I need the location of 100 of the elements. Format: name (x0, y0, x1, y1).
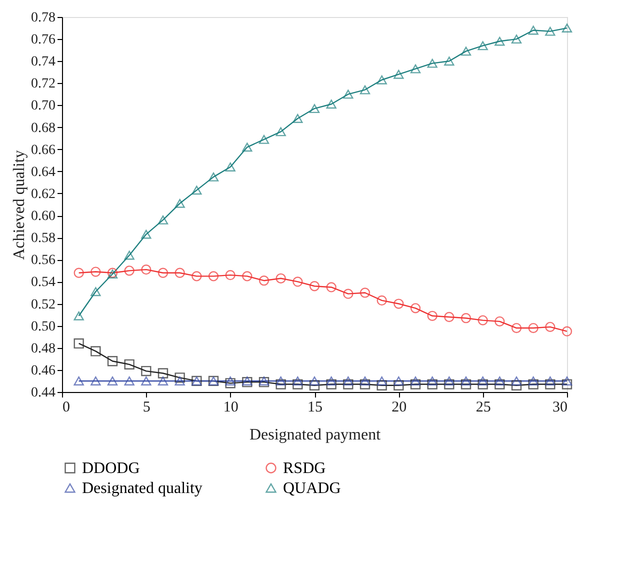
point (225, 378, 236, 388)
point (309, 376, 320, 386)
point (174, 198, 185, 208)
point (174, 372, 185, 383)
point (427, 379, 438, 390)
y-tick-label: 0.66 (31, 142, 56, 158)
point (74, 311, 84, 320)
point (292, 114, 303, 123)
point (494, 376, 505, 386)
point (460, 376, 472, 386)
point (360, 379, 370, 390)
point (343, 288, 354, 299)
point (276, 127, 286, 136)
point (74, 338, 84, 349)
point (242, 271, 252, 282)
point (360, 376, 370, 386)
point (478, 315, 488, 326)
point (158, 368, 168, 378)
point (124, 250, 134, 260)
point (225, 376, 236, 386)
point (124, 359, 134, 370)
y-tick-label: 0.70 (31, 98, 56, 114)
point (276, 376, 286, 386)
point (107, 356, 118, 366)
y-tick-label: 0.52 (31, 297, 56, 312)
legend-label: QUADG (283, 480, 342, 497)
point (394, 298, 404, 309)
point (360, 85, 370, 94)
point (376, 295, 387, 306)
point (208, 172, 219, 182)
point (562, 326, 572, 336)
point (410, 376, 421, 386)
x-tick-label: 20 (392, 400, 407, 416)
point (528, 322, 538, 334)
point (192, 186, 202, 195)
point (528, 379, 538, 390)
point (427, 58, 438, 68)
point (394, 380, 404, 390)
point (74, 268, 84, 278)
point (528, 26, 538, 35)
point (478, 379, 488, 390)
y-tick-label: 0.56 (31, 253, 56, 268)
x-tick-label: 30 (552, 400, 568, 416)
y-axis-title: Achieved quality (11, 150, 28, 260)
point (360, 288, 370, 298)
point (494, 36, 505, 46)
point (528, 376, 538, 386)
point (326, 379, 336, 390)
point (343, 376, 354, 386)
point (410, 379, 421, 390)
point (90, 266, 101, 277)
point (326, 100, 336, 109)
point (292, 379, 303, 390)
point (478, 41, 488, 50)
x-tick-label: 10 (223, 400, 238, 416)
point (545, 26, 556, 36)
point (292, 276, 303, 287)
y-tick-label: 0.64 (31, 164, 56, 180)
point (309, 281, 320, 292)
point (511, 322, 522, 334)
y-tick-label: 0.78 (31, 10, 56, 26)
point (309, 380, 320, 390)
point (494, 379, 505, 390)
point (511, 34, 522, 44)
point (292, 376, 303, 386)
point (276, 379, 286, 390)
point (258, 134, 270, 144)
y-tick-label: 0.46 (31, 363, 56, 378)
x-tick-label: 5 (142, 400, 150, 416)
point (242, 142, 252, 152)
point (343, 379, 354, 390)
point (208, 271, 219, 282)
point (410, 64, 421, 74)
point (460, 46, 472, 56)
point (444, 379, 454, 390)
y-tick-label: 0.74 (31, 54, 56, 70)
point (74, 376, 84, 386)
y-tick-label: 0.58 (31, 231, 56, 246)
point (326, 282, 336, 292)
y-tick-label: 0.44 (31, 386, 56, 400)
point (225, 270, 236, 280)
point (158, 215, 168, 224)
point (158, 376, 168, 386)
x-tick-label: 25 (476, 400, 491, 416)
point (276, 273, 286, 284)
point (141, 376, 152, 386)
x-tick-label: 15 (308, 400, 322, 416)
point (225, 162, 236, 172)
point (562, 24, 572, 32)
point (394, 376, 404, 386)
point (376, 376, 387, 386)
point (545, 322, 556, 332)
point (141, 366, 152, 376)
y-tick-label: 0.50 (31, 319, 56, 334)
x-tick-label: 0 (62, 400, 70, 416)
point (410, 303, 421, 314)
point (444, 376, 454, 386)
point (511, 380, 522, 390)
point (427, 376, 438, 386)
point (158, 268, 168, 278)
